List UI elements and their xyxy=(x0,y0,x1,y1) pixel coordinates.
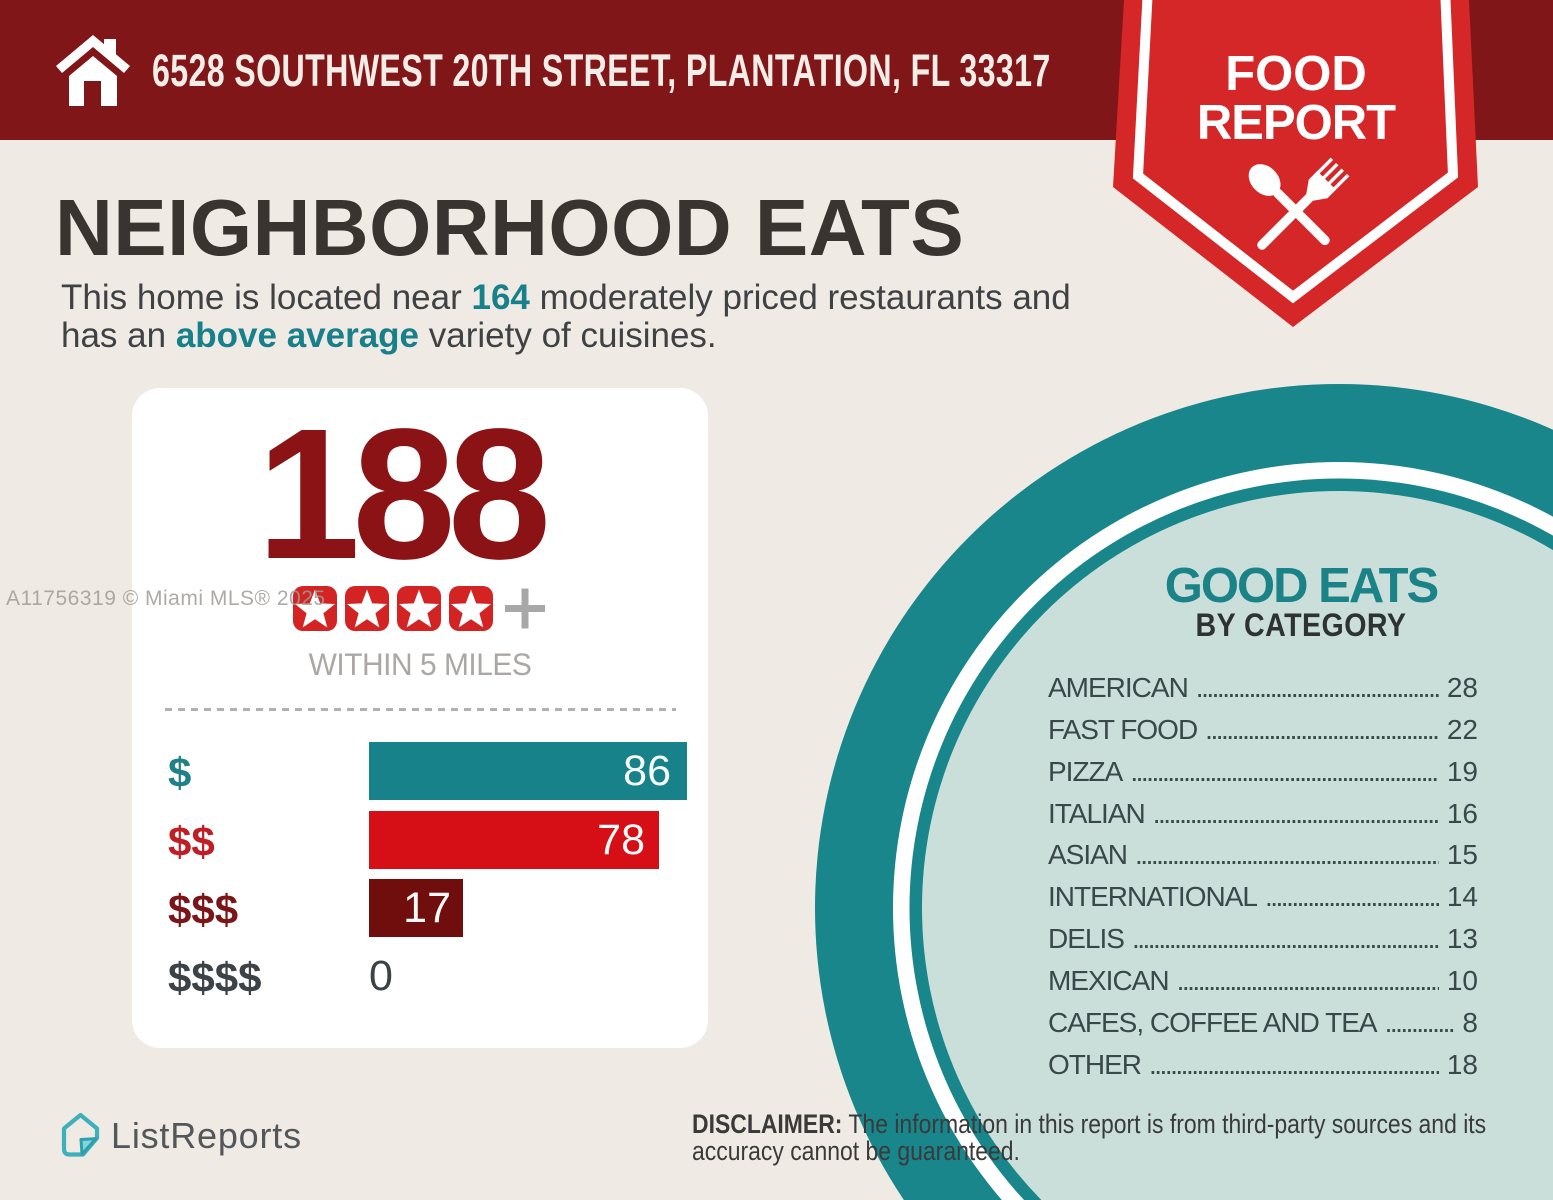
svg-text:REPORT: REPORT xyxy=(1197,96,1396,150)
svg-text:FOOD: FOOD xyxy=(1225,47,1367,101)
